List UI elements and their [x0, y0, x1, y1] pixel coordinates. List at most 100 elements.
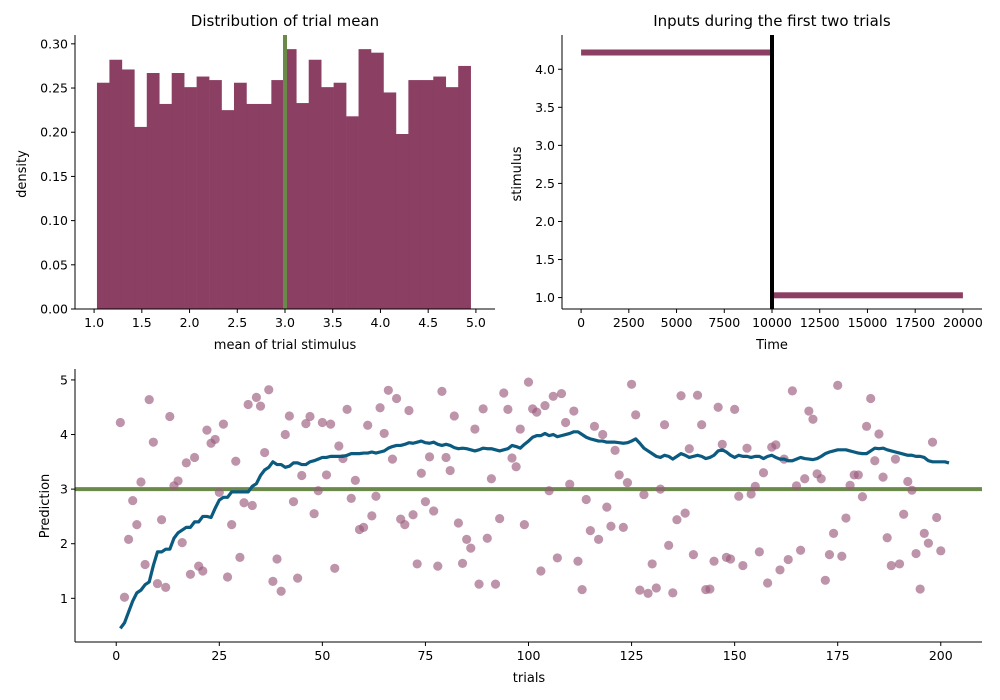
- inputs-xtick-label: 15000: [848, 315, 888, 330]
- observation-point: [284, 411, 294, 421]
- observation-point: [115, 417, 125, 428]
- observation-point: [210, 434, 220, 445]
- stimulus-trace: [772, 292, 963, 299]
- observation-point: [861, 421, 872, 431]
- observation-point: [123, 534, 134, 544]
- observation-point: [853, 470, 863, 480]
- observation-point: [548, 391, 558, 401]
- histogram-ytick-label: 0.20: [40, 125, 68, 140]
- observation-point: [598, 429, 608, 440]
- observation-point: [581, 494, 591, 505]
- observation-point: [730, 404, 740, 415]
- observation-point: [177, 538, 187, 548]
- observation-point: [837, 551, 847, 561]
- observation-point: [734, 491, 744, 501]
- histogram-bar: [196, 76, 210, 310]
- observation-point: [251, 392, 261, 402]
- prediction-xtick-label: 25: [211, 648, 227, 663]
- observation-point: [466, 543, 476, 553]
- histogram-xtick-label: 2.5: [227, 315, 247, 330]
- observation-point: [688, 550, 699, 560]
- observation-point: [717, 439, 727, 449]
- histogram-bar: [134, 126, 148, 309]
- observation-point: [478, 404, 488, 414]
- histogram-bar: [171, 73, 185, 309]
- observation-point: [544, 486, 554, 496]
- observation-point: [346, 493, 356, 504]
- prediction-xtick-label: 150: [723, 648, 747, 663]
- observation-point: [800, 474, 810, 484]
- observation-point: [404, 405, 414, 416]
- inputs-ytick-label: 1.5: [535, 252, 555, 267]
- observation-point: [297, 470, 307, 481]
- observation-point: [659, 420, 670, 430]
- inputs-xtick-label: 0: [577, 315, 585, 330]
- observation-point: [367, 511, 377, 521]
- observation-point: [457, 558, 468, 568]
- observation-point: [647, 559, 657, 569]
- histogram-xtick-label: 3.0: [275, 315, 295, 330]
- observation-point: [771, 440, 781, 450]
- observation-point: [828, 528, 839, 538]
- observation-point: [606, 521, 616, 531]
- histogram-bar: [346, 116, 359, 309]
- observation-point: [754, 547, 764, 557]
- observation-point: [173, 476, 183, 486]
- observation-point: [519, 520, 529, 530]
- observation-point: [672, 515, 682, 525]
- observation-point: [379, 428, 389, 439]
- prediction-xtick-label: 50: [314, 648, 330, 663]
- observation-point: [565, 479, 575, 489]
- observation-point: [511, 462, 521, 472]
- observation-point: [552, 553, 562, 563]
- observation-point: [276, 586, 286, 596]
- observation-point: [923, 538, 934, 548]
- observation-point: [119, 592, 130, 602]
- observation-point: [305, 411, 315, 422]
- observation-point: [309, 509, 319, 519]
- histogram-bar: [271, 80, 285, 309]
- observation-point: [449, 411, 459, 421]
- observation-point: [363, 420, 373, 430]
- prediction-xlabel: trials: [513, 671, 546, 686]
- observation-point: [371, 491, 381, 501]
- observation-point: [746, 489, 756, 499]
- observation-point: [593, 534, 604, 544]
- histogram-xtick-label: 1.0: [84, 315, 104, 330]
- histogram-bar: [209, 80, 222, 309]
- observation-point: [791, 481, 802, 491]
- observation-point: [936, 546, 946, 556]
- observation-point: [148, 437, 158, 447]
- histogram-ylabel: density: [15, 150, 30, 198]
- histogram-ytick-label: 0.05: [40, 257, 68, 272]
- observation-point: [161, 582, 171, 593]
- histogram-xtick-label: 4.0: [371, 315, 391, 330]
- inputs-title: Inputs during the first two trials: [653, 12, 891, 30]
- inputs-xtick-label: 12500: [800, 315, 840, 330]
- observation-point: [540, 400, 550, 411]
- observation-point: [375, 403, 385, 413]
- observation-point: [408, 510, 418, 520]
- observation-point: [845, 480, 855, 490]
- observation-point: [326, 419, 336, 429]
- observation-point: [886, 560, 896, 571]
- observation-point: [915, 584, 925, 594]
- histogram-bar: [233, 82, 247, 309]
- observation-point: [391, 393, 402, 404]
- observation-point: [692, 390, 703, 400]
- observation-point: [874, 429, 884, 439]
- inputs-xtick-label: 17500: [895, 315, 935, 330]
- observation-point: [911, 548, 921, 559]
- observation-point: [833, 380, 843, 390]
- observation-point: [890, 454, 901, 464]
- observation-point: [507, 453, 517, 463]
- observation-point: [128, 495, 138, 506]
- observation-point: [680, 508, 690, 518]
- observation-point: [140, 559, 150, 570]
- histogram-bar: [395, 133, 409, 309]
- histogram-bar: [358, 49, 372, 309]
- observation-point: [136, 477, 146, 487]
- observation-point: [293, 573, 303, 583]
- observation-point: [441, 452, 451, 463]
- observation-point: [144, 394, 154, 405]
